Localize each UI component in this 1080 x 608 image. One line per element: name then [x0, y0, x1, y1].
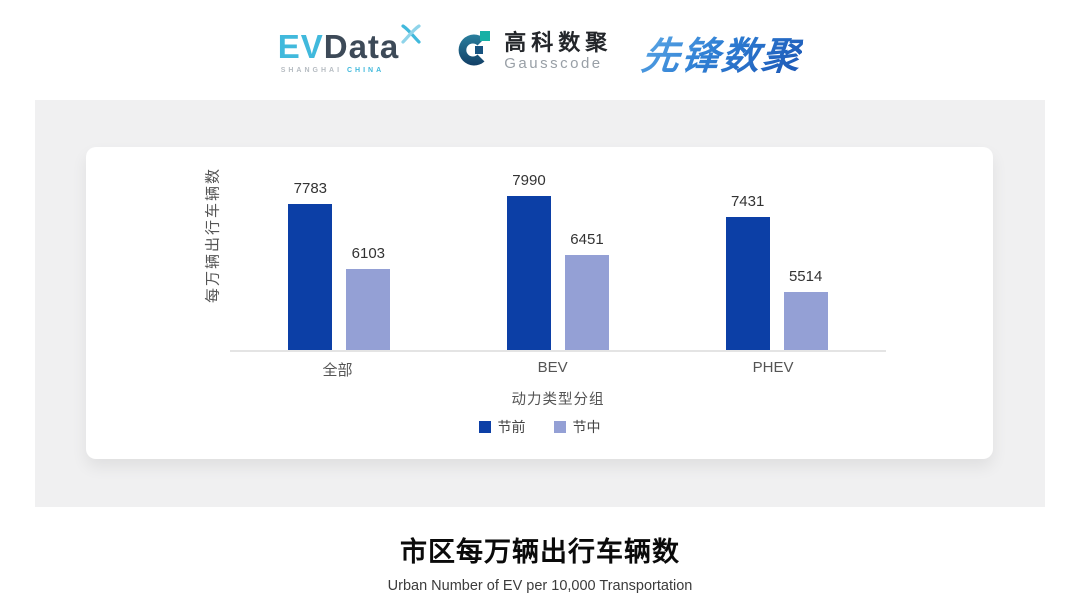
gausscode-icon	[451, 28, 495, 77]
category-axis: 全部 BEV PHEV	[230, 359, 886, 380]
bar-group: 7783 6103	[288, 180, 391, 350]
category-label: PHEV	[752, 359, 794, 376]
legend: 节前 节中	[86, 417, 993, 437]
evdata-tagline-china: CHINA	[347, 67, 385, 74]
bar-value-label: 7431	[730, 193, 765, 210]
bar-group: 7990 6451	[506, 172, 609, 350]
bar-value-label: 7783	[293, 180, 328, 197]
evdata-data-text: Data	[323, 28, 400, 65]
bar-value-label: 7990	[512, 172, 546, 189]
legend-item: 节中	[553, 417, 601, 437]
bar-value-label: 6103	[351, 245, 386, 262]
bar: 7990	[506, 172, 551, 350]
gausscode-logo: 高科数聚 Gausscode	[451, 28, 612, 77]
caption: 市区每万辆出行车辆数 Urban Number of EV per 10,000…	[0, 530, 1080, 594]
bar: 6103	[346, 245, 391, 350]
gausscode-en-text: Gausscode	[504, 55, 603, 73]
caption-title: 市区每万辆出行车辆数	[400, 537, 680, 567]
content-panel: 每万辆出行车辆数 7783 6103 7990 6451 7431 5514 全部 BEV P…	[35, 100, 1045, 507]
evdata-wordmark: EV Data	[277, 24, 422, 65]
gausscode-wordmark: 高科数聚 Gausscode	[504, 29, 613, 73]
bar-group: 7431 5514	[725, 193, 828, 350]
bar: 6451	[564, 231, 609, 350]
category-label: 全部	[322, 362, 353, 379]
gausscode-cn-text: 高科数聚	[504, 29, 613, 55]
pioneer-logo: 先锋数聚	[639, 25, 805, 80]
evdata-tagline-shanghai: SHANGHAI	[280, 67, 343, 74]
evdata-x-icon	[401, 24, 421, 48]
legend-label: 节前	[497, 419, 526, 435]
evdata-ev-text: EV	[277, 28, 324, 65]
plot-area: 7783 6103 7990 6451 7431 5514	[230, 172, 886, 352]
caption-subtitle: Urban Number of EV per 10,000 Transporta…	[387, 578, 693, 594]
bar-value-label: 5514	[788, 268, 823, 285]
evdata-logo: EV Data SHANGHAI CHINA	[277, 24, 422, 74]
legend-item: 节前	[478, 417, 526, 437]
bar-value-label: 6451	[570, 231, 604, 248]
bar: 5514	[783, 268, 828, 350]
legend-label: 节中	[572, 419, 601, 435]
x-axis-label: 动力类型分组	[511, 392, 605, 408]
bar: 7783	[288, 180, 333, 350]
chart-card: 每万辆出行车辆数 7783 6103 7990 6451 7431 5514 全部 BEV P…	[86, 147, 993, 459]
legend-swatch-icon	[553, 421, 566, 433]
y-axis-label: 每万辆出行车辆数	[204, 166, 222, 304]
bar: 7431	[725, 193, 770, 350]
category-label: BEV	[537, 359, 568, 376]
evdata-tagline: SHANGHAI CHINA	[281, 67, 384, 74]
legend-swatch-icon	[478, 421, 491, 433]
brand-header: EV Data SHANGHAI CHINA	[0, 16, 1080, 88]
